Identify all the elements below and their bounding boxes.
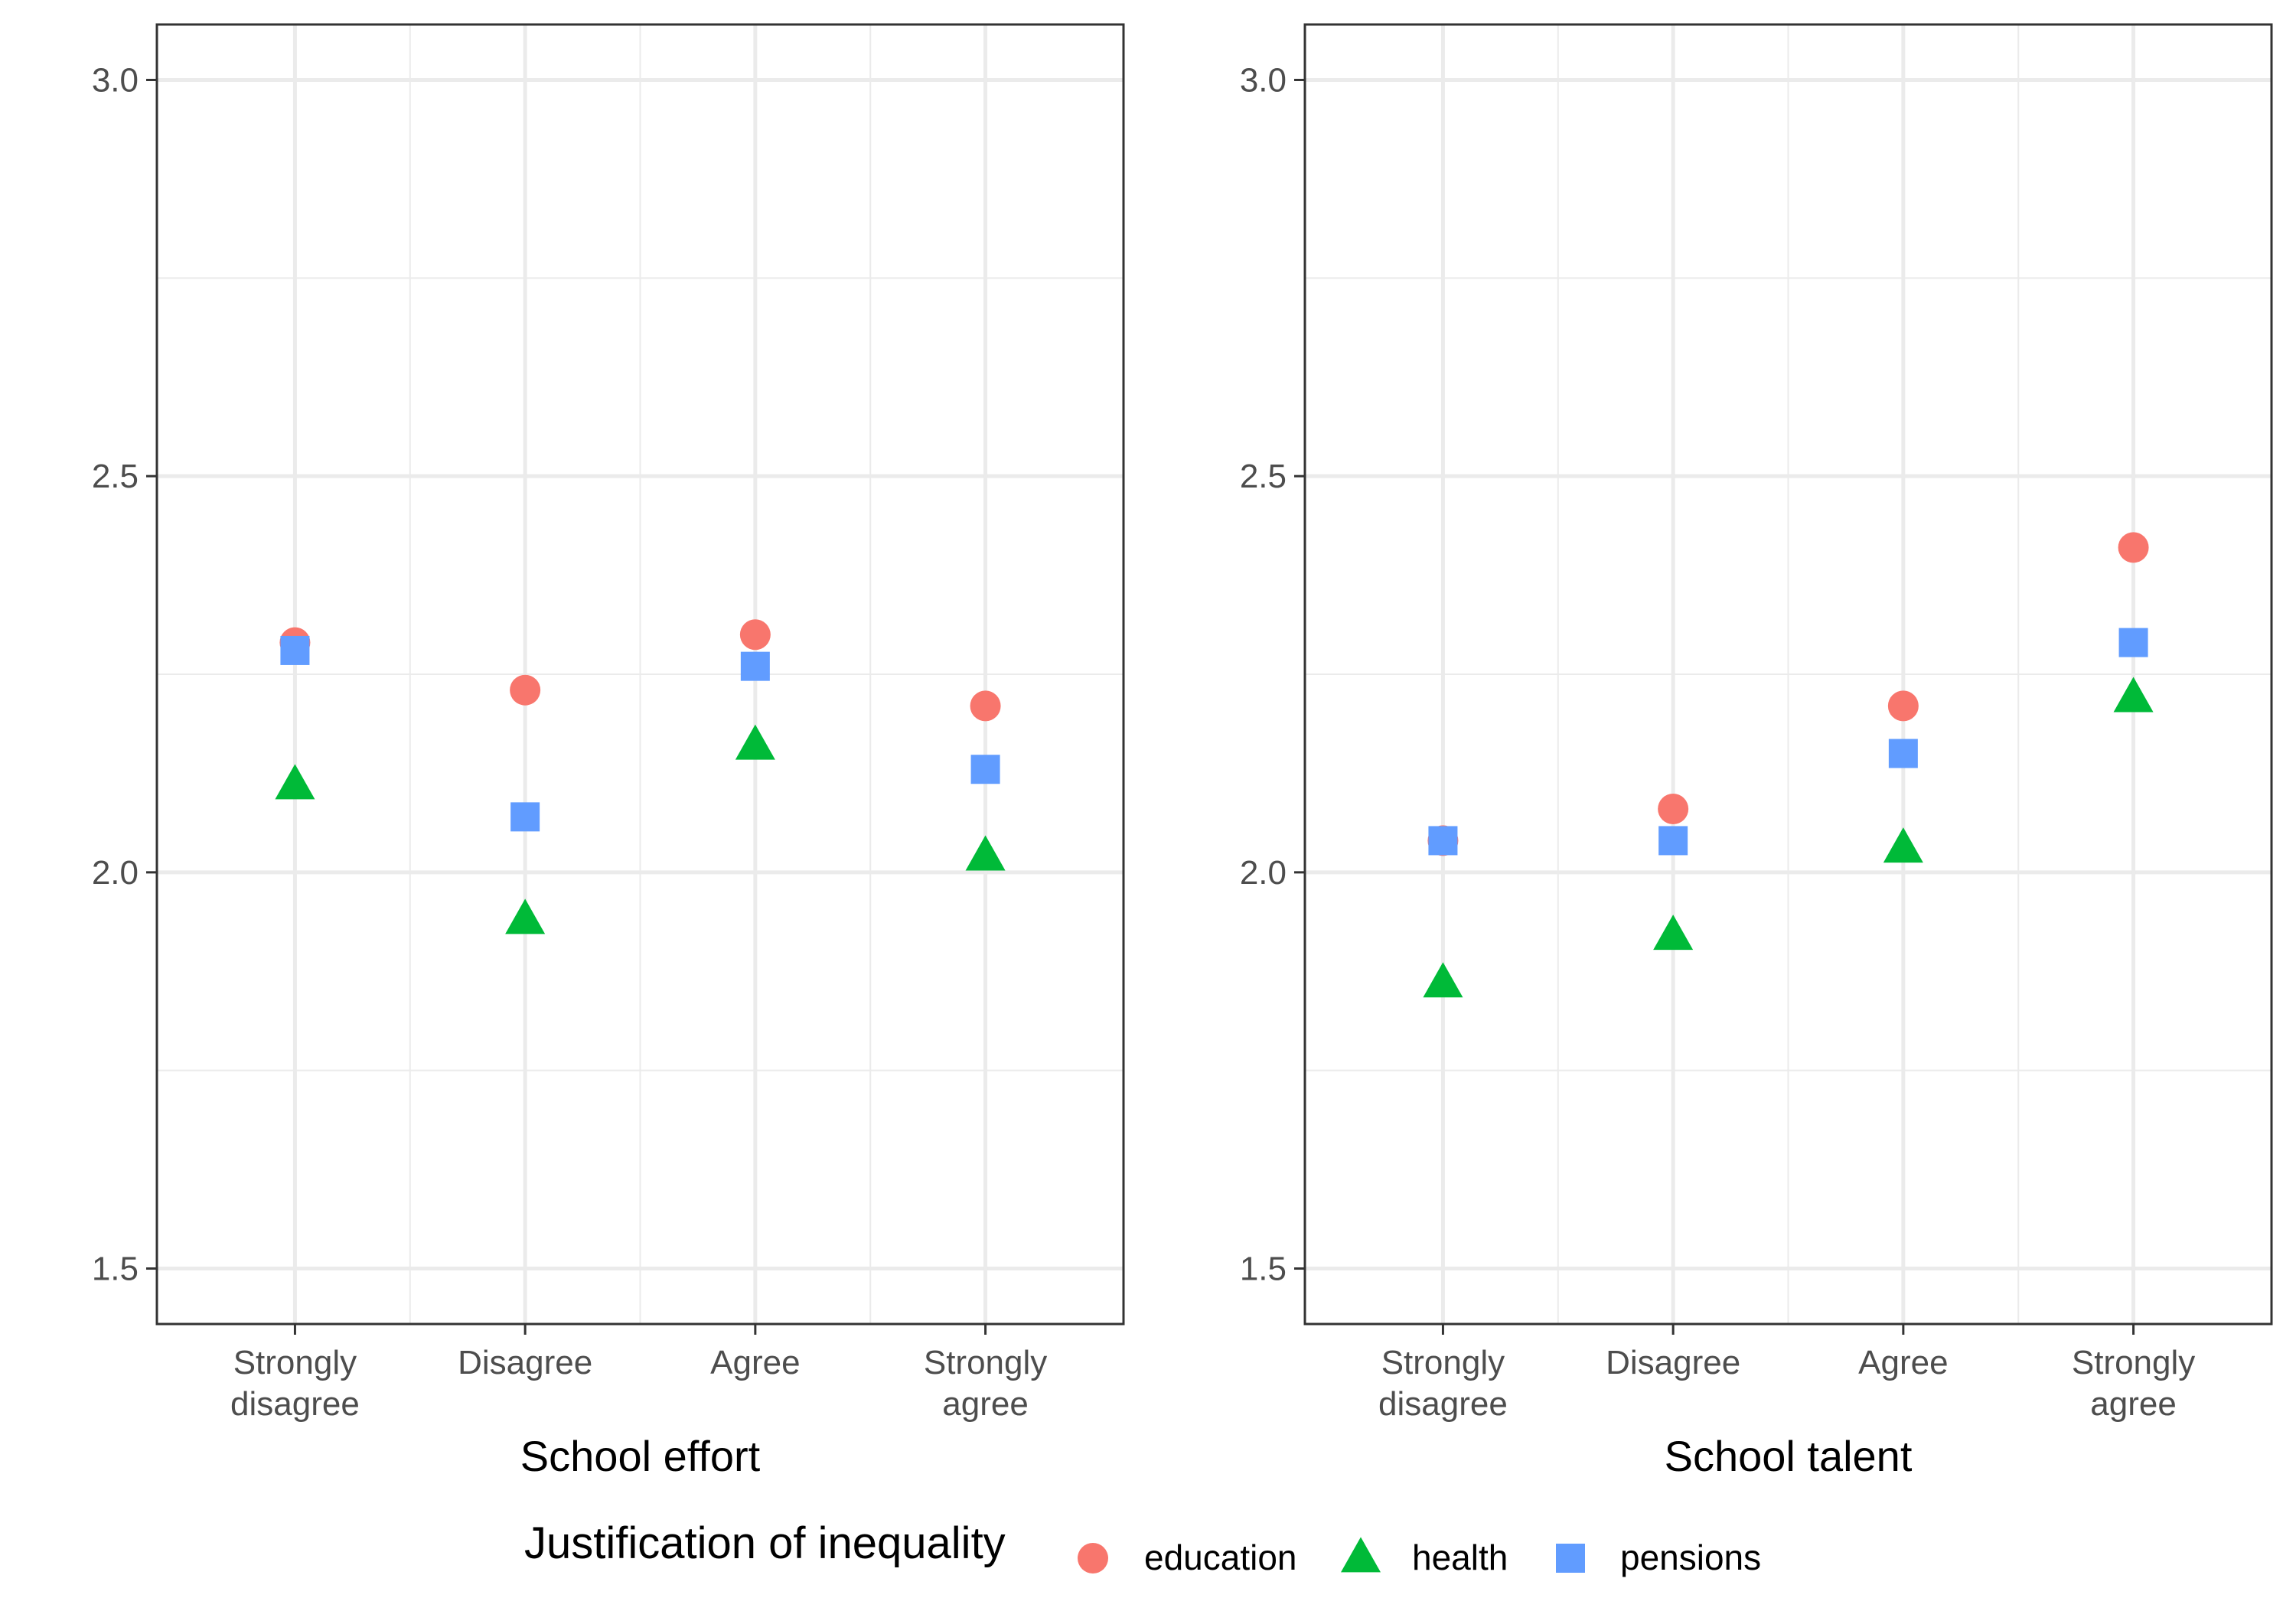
legend-key-health [1341,1537,1381,1573]
x-tick-label: Strongly agree [2072,1344,2195,1423]
panel-border [155,23,1125,1326]
legend-label-education: education [1144,1538,1297,1577]
data-point-health [275,764,315,800]
x-tick-label: Disagree [1606,1344,1740,1381]
x-tick-label: Agree [710,1344,800,1381]
data-point-pensions [2118,628,2148,657]
data-point-health [965,835,1006,871]
x-tick-label: Strongly disagree [230,1344,360,1423]
data-point-education [2118,532,2149,563]
x-tick-label: Strongly disagree [1378,1344,1508,1423]
y-tick-label: 3.0 [1240,61,1287,99]
legend-item-health: health [1341,1537,1508,1577]
data-point-health [1653,915,1694,951]
data-point-education [739,619,771,651]
data-point-health [1423,962,1463,998]
y-tick-label: 1.5 [1240,1251,1287,1288]
data-point-pensions [1428,826,1458,856]
y-tick-label: 2.0 [1240,854,1287,892]
y-tick-label: 3.0 [92,61,139,99]
data-point-health [2113,677,2154,713]
legend-item-education: education [1078,1538,1297,1577]
legend-item-pensions: pensions [1556,1538,1761,1577]
panels-layer: 1.5 2.0 2.5 3.0 Strongly disagree Disagree Agre… [92,23,2273,1480]
legend-title: Justification of inequality [524,1518,1006,1568]
panel-1: 1.5 2.0 2.5 3.0 Strongly disagree Disagree Agre… [92,23,1125,1480]
x-axis-title: School talent [1665,1432,1913,1480]
y-tick-label: 2.0 [92,854,139,892]
data-point-education [970,690,1001,722]
data-point-education [1658,794,1689,825]
data-point-pensions [1658,826,1688,856]
data-point-health [1883,827,1923,863]
y-tick-label: 1.5 [92,1251,139,1288]
y-tick-label: 2.5 [1240,458,1287,495]
y-tick-label: 2.5 [92,458,139,495]
legend-label-pensions: pensions [1620,1538,1761,1577]
data-point-pensions [510,802,540,832]
legend-key-pensions [1556,1544,1585,1573]
panel-border [1303,23,2273,1326]
data-point-pensions [280,635,310,665]
panel-2: 1.5 2.0 2.5 3.0 Strongly disagree Disagree Agre… [1240,23,2273,1480]
x-tick-label: Strongly agree [924,1344,1047,1423]
legend: Justification of inequality education hea… [524,1518,1761,1577]
x-tick-label: Disagree [458,1344,592,1381]
data-point-pensions [1888,739,1918,768]
data-point-education [510,674,541,706]
data-point-health [735,724,775,760]
legend-label-health: health [1412,1538,1508,1577]
data-point-pensions [740,651,770,681]
legend-key-education [1078,1543,1108,1573]
data-point-pensions [970,755,1000,784]
x-tick-label: Agree [1858,1344,1948,1381]
x-axis-title: School effort [520,1432,761,1480]
data-point-health [505,898,546,934]
data-point-education [1887,690,1919,722]
